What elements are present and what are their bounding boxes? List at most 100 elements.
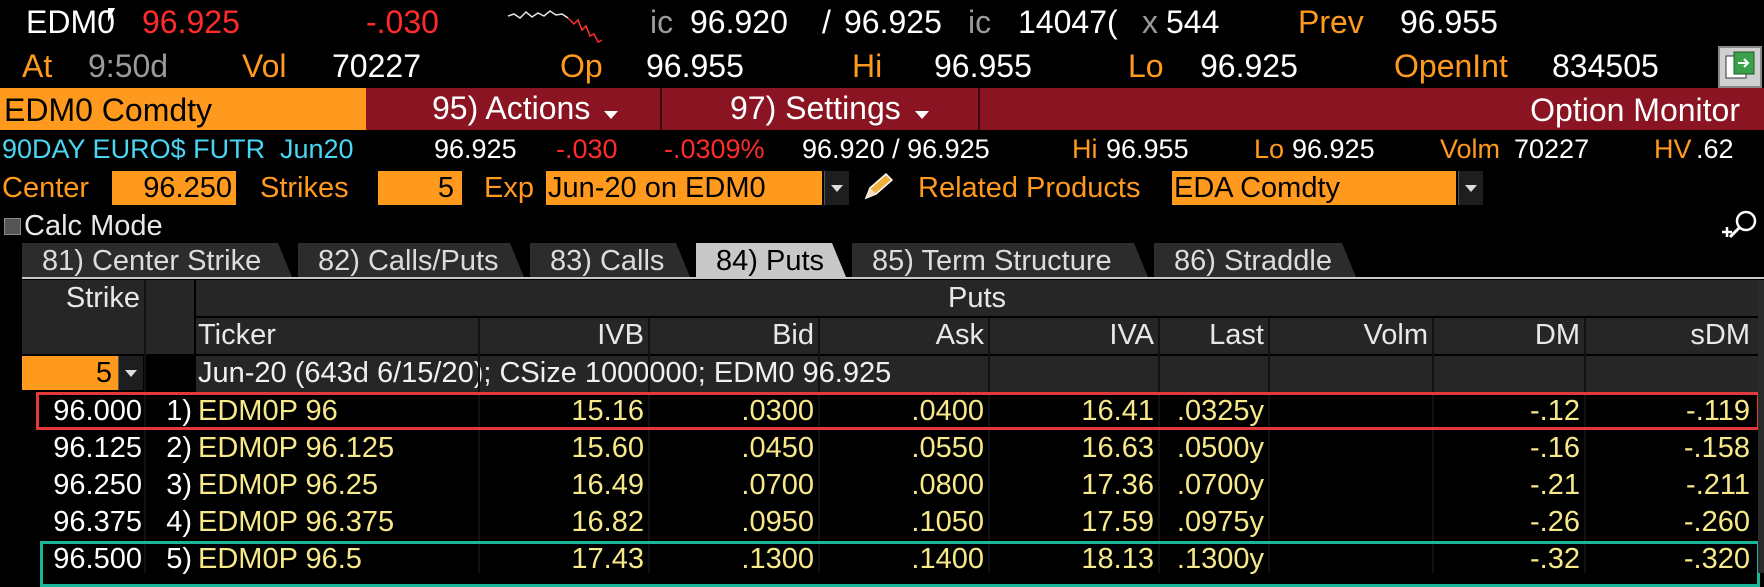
- actions-menu-button[interactable]: 95) Actions: [432, 90, 619, 128]
- strikes-count-value: 5: [95, 357, 112, 389]
- col-header-bid[interactable]: Bid: [772, 319, 814, 351]
- expiry-select[interactable]: Jun-20 on EDM0: [546, 171, 822, 205]
- quote-bid: 96.920: [690, 4, 788, 40]
- row-strike: 96.375: [53, 506, 142, 538]
- export-icon[interactable]: [1718, 46, 1762, 88]
- settings-menu-label: 97) Settings: [730, 90, 901, 126]
- settings-menu-button[interactable]: 97) Settings: [730, 90, 929, 128]
- row-strike: 96.250: [53, 469, 142, 501]
- row-ticker[interactable]: EDM0P 96.25: [198, 469, 379, 501]
- info-volm-label: Volm: [1440, 134, 1501, 164]
- col-header-sdm[interactable]: sDM: [1690, 319, 1750, 351]
- expiry-description: Jun-20 (643d 6/15/20); CSize 1000000; ED…: [198, 357, 892, 389]
- row-sdm: -.119: [1686, 395, 1750, 427]
- row-ticker[interactable]: EDM0P 96.125: [198, 432, 395, 464]
- row-highlight-green: [40, 541, 1760, 587]
- col-header-ask[interactable]: Ask: [935, 319, 984, 351]
- info-change: -.030: [556, 134, 618, 164]
- related-products-select[interactable]: EDA Comdty: [1172, 171, 1456, 205]
- expiry-dropdown-button[interactable]: [824, 171, 849, 205]
- tab-label: 83) Calls: [550, 245, 665, 277]
- center-input[interactable]: 96.250: [112, 171, 236, 205]
- quote-op: 96.955: [646, 48, 744, 84]
- row-number: 5): [166, 543, 192, 575]
- expiry-row: [196, 356, 1758, 392]
- info-change-pct: -.0309%: [664, 134, 765, 164]
- tab-term-structure[interactable]: 85) Term Structure: [852, 243, 1148, 277]
- prev-label: Prev: [1298, 4, 1364, 40]
- strike-header: Strike: [65, 282, 140, 314]
- row-bid: .0450: [741, 432, 814, 464]
- row-ask: .1400: [911, 543, 984, 575]
- security-label: EDM0 Comdty: [4, 92, 213, 128]
- row-ivb: 15.16: [571, 395, 644, 427]
- row-ticker[interactable]: EDM0P 96: [198, 395, 338, 427]
- strikes-count-select[interactable]: 5: [22, 356, 118, 390]
- page-title: Option Monitor: [1530, 92, 1740, 128]
- grid-line: [144, 280, 146, 573]
- strikes-count-dropdown-button[interactable]: [118, 356, 143, 390]
- tab-puts[interactable]: 84) Puts: [696, 243, 846, 277]
- row-number: 1): [166, 395, 192, 427]
- col-header-volm[interactable]: Volm: [1363, 319, 1428, 351]
- row-strike: 96.500: [53, 543, 142, 575]
- actions-menu-label: 95) Actions: [432, 90, 591, 126]
- strikes-input[interactable]: 5: [378, 171, 462, 205]
- tab-label: 81) Center Strike: [42, 245, 262, 277]
- puts-group-header: [196, 280, 1758, 316]
- tab-calls[interactable]: 83) Calls: [530, 243, 690, 277]
- col-header-ivb[interactable]: IVB: [597, 319, 644, 351]
- row-bid: .0950: [741, 506, 814, 538]
- tab-center-strike[interactable]: 81) Center Strike: [22, 243, 292, 277]
- exp-label: Exp: [484, 172, 534, 204]
- col-header-ticker[interactable]: Ticker: [198, 319, 276, 351]
- quote-lo: 96.925: [1200, 48, 1298, 84]
- row-last: .0325y: [1176, 395, 1264, 427]
- grid-line: [988, 318, 990, 573]
- puts-header: Puts: [947, 282, 1007, 314]
- size-x-label: x: [1142, 4, 1158, 40]
- vertical-scrollbar[interactable]: [1758, 280, 1764, 573]
- vol-label: Vol: [242, 48, 287, 84]
- tab-straddle[interactable]: 86) Straddle: [1154, 243, 1356, 277]
- info-bid-ask: 96.920 / 96.925: [802, 134, 990, 164]
- quote-change: -.030: [366, 4, 439, 40]
- calc-mode-checkbox[interactable]: [4, 218, 21, 235]
- tab-label: 82) Calls/Puts: [318, 245, 499, 277]
- col-header-last[interactable]: Last: [1209, 319, 1264, 351]
- related-products-dropdown-button[interactable]: [1458, 171, 1483, 205]
- center-label: Center: [2, 172, 90, 204]
- grid-line: [818, 318, 820, 573]
- row-ticker[interactable]: EDM0P 96.375: [198, 506, 395, 538]
- security-description: 90DAY EURO$ FUTR: [2, 134, 266, 164]
- col-header-iva[interactable]: IVA: [1109, 319, 1154, 351]
- quote-openint: 834505: [1552, 48, 1659, 84]
- openint-label: OpenInt: [1394, 48, 1508, 84]
- row-last: .0700y: [1176, 469, 1264, 501]
- row-last: .0500y: [1176, 432, 1264, 464]
- row-bid: .1300: [741, 543, 814, 575]
- quote-bid-size: 14047(: [1018, 4, 1118, 40]
- row-ivb: 16.49: [571, 469, 644, 501]
- grid-line: [1584, 318, 1586, 573]
- pencil-icon[interactable]: [860, 170, 896, 204]
- row-ask: .0400: [911, 395, 984, 427]
- grid-line: [648, 318, 650, 573]
- row-bid: .0300: [741, 395, 814, 427]
- quote-ask: 96.925: [844, 4, 942, 40]
- grid-line: [1268, 318, 1270, 573]
- info-hv: .62: [1696, 134, 1734, 164]
- security-field[interactable]: EDM0 Comdty: [0, 88, 366, 130]
- zoom-in-icon[interactable]: [1720, 208, 1760, 242]
- col-header-dm[interactable]: DM: [1534, 319, 1580, 351]
- quote-vol: 70227: [332, 48, 421, 84]
- related-products-value: EDA Comdty: [1174, 172, 1340, 204]
- tab-calls-puts[interactable]: 82) Calls/Puts: [298, 243, 524, 277]
- hi-label: Hi: [852, 48, 883, 84]
- row-dm: -.26: [1530, 506, 1580, 538]
- row-iva: 17.36: [1081, 469, 1154, 501]
- at-label: At: [22, 48, 53, 84]
- row-ticker[interactable]: EDM0P 96.5: [198, 543, 362, 575]
- expiry-value: Jun-20 on EDM0: [548, 172, 766, 204]
- row-sdm: -.211: [1686, 469, 1750, 501]
